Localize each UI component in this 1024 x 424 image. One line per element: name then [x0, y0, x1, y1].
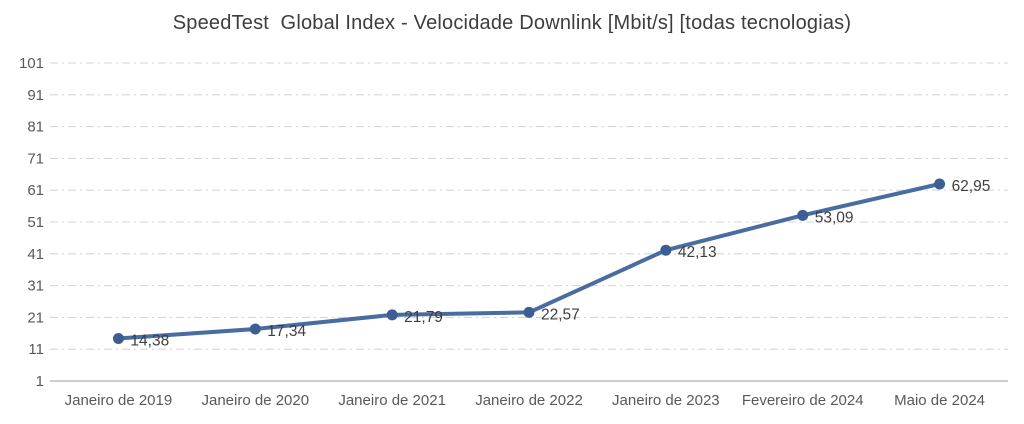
x-axis-tick-label: Janeiro de 2022 [475, 392, 583, 409]
data-point-label: 21,79 [404, 309, 443, 326]
data-point-label: 17,34 [267, 323, 306, 340]
y-axis-tick-label: 81 [27, 119, 44, 136]
y-axis-tick-label: 1 [36, 373, 44, 390]
chart-title: SpeedTest Global Index - Velocidade Down… [172, 12, 852, 34]
y-axis-tick-label: 41 [27, 246, 44, 263]
y-axis-tick-label: 31 [27, 278, 44, 295]
data-point-label: 42,13 [678, 244, 717, 261]
data-point-marker [386, 309, 398, 321]
data-point-marker [112, 332, 124, 344]
y-axis-tick-label: 71 [27, 150, 44, 167]
y-axis-tick-label: 21 [27, 309, 44, 326]
data-point-label: 62,95 [952, 178, 991, 195]
y-axis-tick-label: 51 [27, 214, 44, 231]
data-point-label: 22,57 [541, 306, 580, 323]
data-point-label: 53,09 [815, 209, 854, 226]
x-axis-tick-label: Janeiro de 2023 [612, 392, 720, 409]
x-axis-tick-label: Janeiro de 2019 [65, 392, 173, 409]
y-axis-tick-label: 91 [27, 87, 44, 104]
x-axis-tick-label: Fevereiro de 2024 [742, 392, 864, 409]
y-axis-tick-label: 11 [28, 341, 44, 358]
x-axis-tick-label: Janeiro de 2021 [338, 392, 446, 409]
data-point-marker [249, 323, 261, 335]
data-point-marker [660, 244, 672, 256]
y-axis-tick-label: 61 [27, 182, 44, 199]
y-axis-tick-label: 101 [19, 55, 44, 72]
data-point-label: 14,38 [130, 332, 169, 349]
x-axis-tick-label: Maio de 2024 [894, 392, 985, 409]
data-point-marker [523, 306, 535, 318]
data-point-marker [934, 178, 946, 190]
data-point-marker [797, 209, 809, 221]
x-axis-tick-label: Janeiro de 2020 [201, 392, 309, 409]
